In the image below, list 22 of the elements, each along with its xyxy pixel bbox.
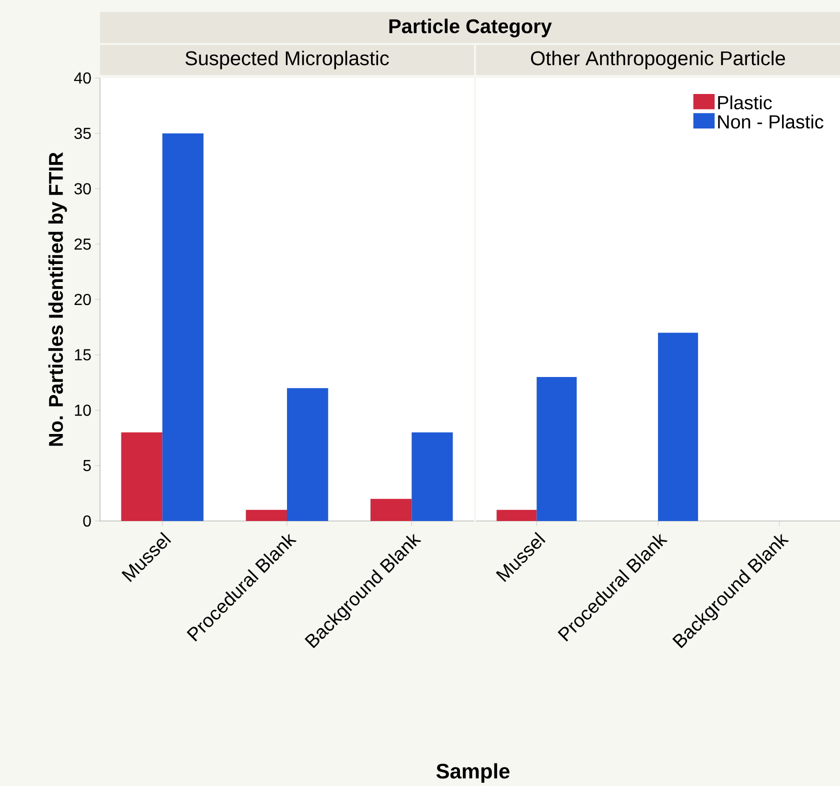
y-tick-label: 20 [74,294,91,306]
y-tick-label: 25 [74,238,91,250]
chart-title: Suspected Microplastic [185,50,389,70]
y-tick-label: 35 [74,128,91,139]
bar [121,432,162,521]
legend-label: Non - Plastic [718,114,824,129]
bar [370,498,412,521]
y-tick-label: 30 [74,183,91,194]
y-tick-label: 10 [74,404,91,416]
bar [287,388,328,521]
x-axis-title: Sample [436,763,510,783]
y-tick-label: 0 [83,515,91,527]
bar [412,432,453,521]
bar [162,133,204,521]
y-tick-label: 5 [83,460,91,472]
y-axis-title: No. Particles Identified by FTIR [48,152,67,446]
text: Particle Category [389,18,552,38]
y-tick-label: 40 [74,72,91,84]
bar [246,510,288,521]
legend-label: Plastic [718,95,772,110]
chart-title: Other Anthropogenic Particle [531,50,785,70]
y-tick-label: 15 [74,349,91,360]
